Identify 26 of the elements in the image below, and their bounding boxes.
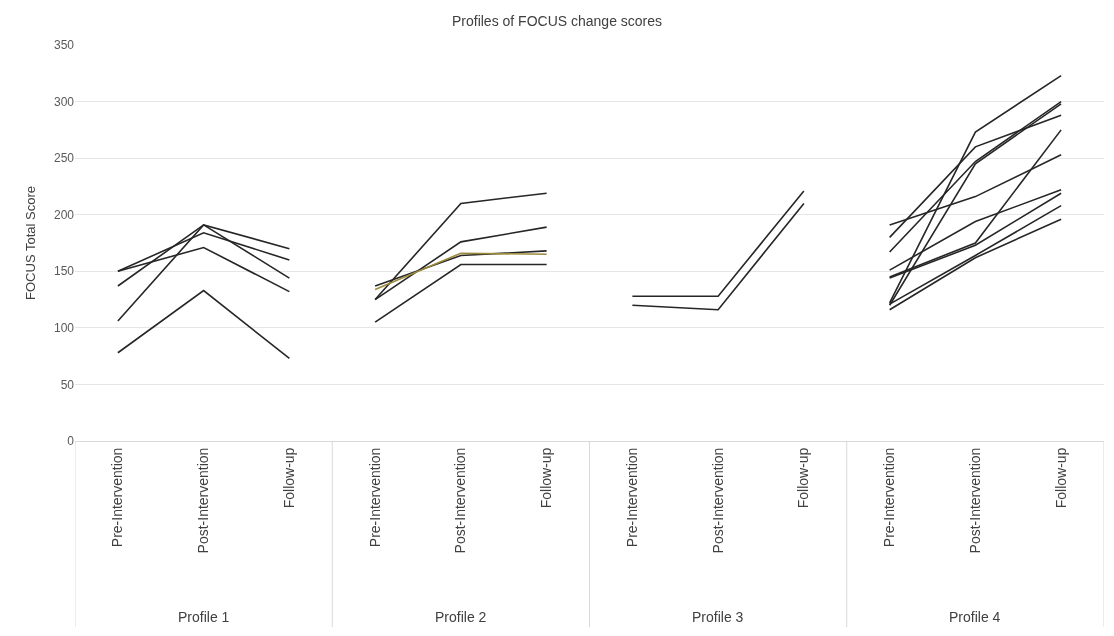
text: Profile 4 [949, 609, 1001, 625]
x-tick-label: Post-Intervention [966, 447, 983, 554]
x-tick-label: Follow-up [1052, 447, 1069, 509]
x-tick-label: Post-Intervention [709, 447, 726, 554]
y-axis-title: FOCUS Total Score [22, 186, 38, 300]
x-tick-label: Follow-up [280, 447, 297, 509]
text: Profile 1 [178, 609, 230, 625]
y-tick-label: 0 [67, 434, 75, 449]
x-tick-label: Follow-up [538, 447, 555, 509]
x-tick-label: Pre-Intervention [881, 447, 898, 548]
y-tick-label: 50 [60, 377, 75, 392]
chart-title: Profiles of FOCUS change scores [451, 12, 663, 29]
x-tick-label: Post-Intervention [452, 447, 469, 554]
y-tick-label: 250 [53, 151, 75, 166]
y-tick-label: 150 [53, 264, 75, 279]
y-tick-label: 200 [53, 207, 75, 222]
x-tick-label: Pre-Intervention [109, 447, 126, 548]
x-tick-label: Post-Intervention [195, 447, 212, 554]
x-tick-label: Pre-Intervention [623, 447, 640, 548]
text: Profile 3 [692, 609, 744, 625]
y-tick-label: 300 [53, 94, 75, 109]
text: Profile 2 [435, 609, 487, 625]
y-tick-label: 100 [53, 321, 75, 336]
x-tick-label: Follow-up [795, 447, 812, 509]
x-tick-label: Pre-Intervention [366, 447, 383, 548]
y-tick-label: 350 [53, 38, 75, 53]
